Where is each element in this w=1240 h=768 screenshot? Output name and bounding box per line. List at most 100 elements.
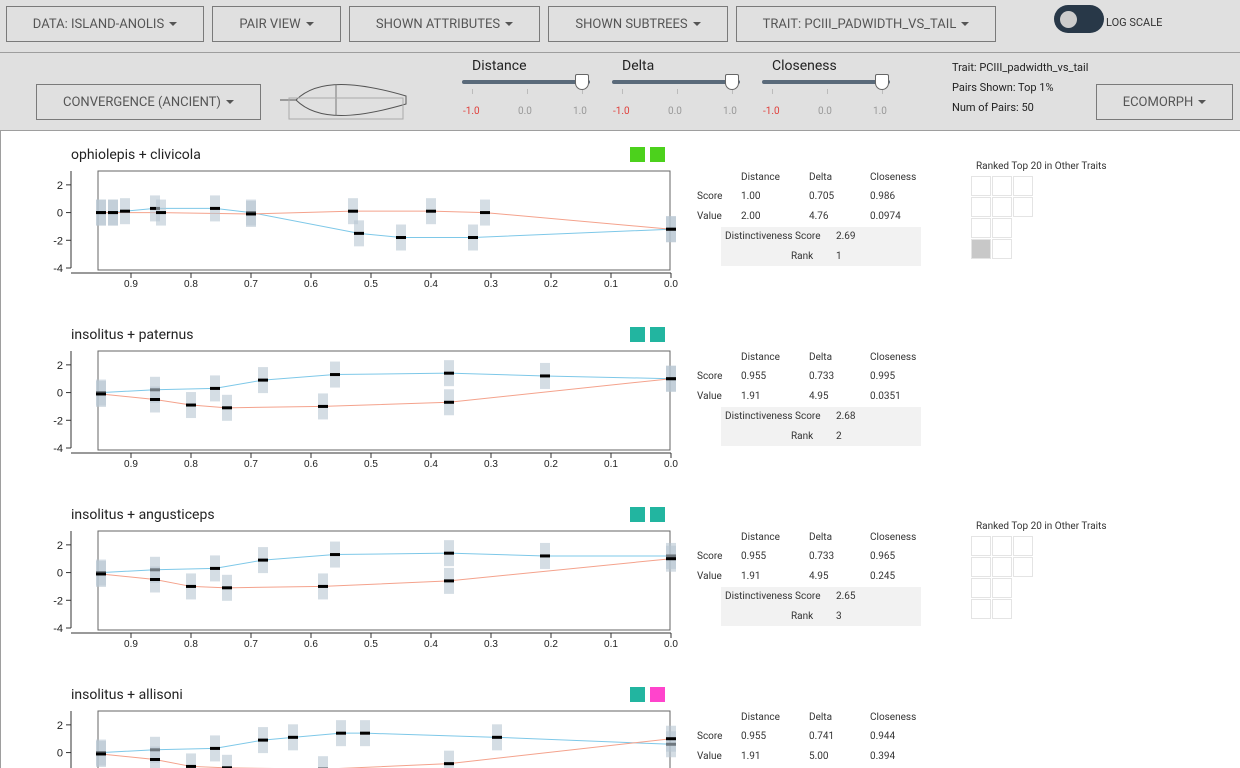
series-line [100,552,671,574]
ranked-label: Ranked Top 20 in Other Traits [976,521,1107,532]
score-value: 0.955 [741,551,767,562]
x-tick-label: 0.0 [664,459,678,470]
score-value: 0.955 [741,731,767,742]
slider-handle[interactable] [725,74,739,90]
score-value: 0.0974 [870,211,901,222]
x-tick-label: 0.8 [184,279,198,290]
point [480,211,490,215]
slider-track[interactable] [762,80,890,84]
rank-value: 3 [836,611,842,622]
distinctiveness-label: Distinctiveness Score [725,591,821,602]
point [330,553,340,557]
slider-label: Delta [622,58,655,74]
toolbar-button[interactable]: SHOWN ATTRIBUTES [349,6,540,42]
point [444,371,454,375]
ranked-cell [971,218,991,238]
score-value: 5.00 [809,751,829,762]
score-value: 0.955 [741,371,767,382]
x-tick-label: 0.2 [544,459,558,470]
info-text: Pairs Shown: Top 1% [952,81,1054,94]
x-tick-label: 0.1 [604,279,618,290]
point [426,209,436,213]
toolbar-button[interactable]: SHOWN SUBTREES [548,6,728,42]
rank-label: Rank [791,611,814,622]
x-tick-label: 0.5 [364,639,378,650]
point [150,398,160,401]
y-tick-label: 0 [57,388,63,400]
point [246,212,256,216]
mode-button[interactable]: CONVERGENCE (ANCIENT) [36,84,261,120]
ranked-cell [971,239,991,259]
point [360,731,370,735]
x-tick-label: 0.7 [244,279,258,290]
pair-color [630,327,645,342]
y-tick-label: 2 [57,540,63,552]
pair-chart: 2 0 -2 -4 0.9 0.8 0.7 0.6 0.5 0.4 0.3 0.2 0.1 0.0 [53,530,678,650]
score-col-header: Distance [741,532,780,543]
score-value: 0.705 [809,191,835,202]
slider-tick [827,89,828,94]
point [156,211,166,215]
point [666,377,676,381]
point [444,551,454,555]
content-border [0,131,1,768]
distinctiveness-value: 2.69 [836,231,856,242]
slider-handle[interactable] [875,74,889,90]
point [222,406,232,410]
group-button[interactable]: ECOMORPH [1096,84,1233,120]
x-tick-label: 0.9 [124,639,138,650]
slider-track[interactable] [612,80,740,84]
toolbar-button[interactable]: PAIR VIEW [212,6,341,42]
point [210,206,220,210]
info-text: Num of Pairs: 50 [952,101,1034,114]
y-tick-label: 2 [57,720,63,732]
point [222,586,232,590]
slider-tick-label: 0.0 [518,106,532,117]
ranked-cell [971,578,991,598]
slider-handle[interactable] [575,74,589,90]
point [492,735,502,739]
uncertainty-box [222,754,232,768]
slider-tick [582,89,583,94]
ranked-cell [992,599,1012,619]
x-tick-label: 0.7 [244,459,258,470]
toolbar-button[interactable]: TRAIT: PCIII_PADWIDTH_VS_TAIL [736,6,996,42]
x-tick-label: 0.3 [484,459,498,470]
uncertainty-box [186,753,196,768]
score-col-header: Distance [741,352,780,363]
score-value: 0.995 [870,371,896,382]
score-value: 0.965 [870,551,896,562]
score-col-header: Closeness [870,172,917,183]
ranked-cell [1013,176,1033,196]
ranked-cell [992,218,1012,238]
ranked-cell [992,578,1012,598]
point [336,731,346,735]
y-tick-label: 2 [57,360,63,372]
x-tick-label: 0.4 [424,459,438,470]
ranked-cell [971,197,991,217]
point [396,236,406,240]
distinctiveness-box [721,227,921,266]
score-row-header: Score [697,551,723,562]
score-value: 1.91 [741,751,761,762]
score-value: 0.944 [870,731,896,742]
ranked-cell [971,599,991,619]
series-line [101,207,672,239]
pair-chart: 2 0 -2 -4 0.9 0.8 0.7 0.6 0.5 0.4 0.3 0.2 0.1 0.0 [53,350,678,470]
x-tick-label: 0.6 [304,279,318,290]
score-row-header: Value [697,211,722,222]
x-tick-label: 0.3 [484,279,498,290]
slider-tick [772,89,773,94]
uncertainty-box [150,746,160,768]
ranked-cell [1013,197,1033,217]
panel-title: insolitus + angusticeps [71,507,215,523]
toolbar-button[interactable]: DATA: ISLAND-ANOLIS [6,6,204,42]
y-tick-label: -2 [53,595,63,607]
panel-title: ophiolepis + clivicola [71,147,201,163]
slider-track[interactable] [462,80,590,84]
point [318,404,328,408]
slider-tick-label: 1.0 [873,106,887,117]
distinctiveness-label: Distinctiveness Score [725,231,821,242]
y-tick-label: 0 [57,748,63,760]
